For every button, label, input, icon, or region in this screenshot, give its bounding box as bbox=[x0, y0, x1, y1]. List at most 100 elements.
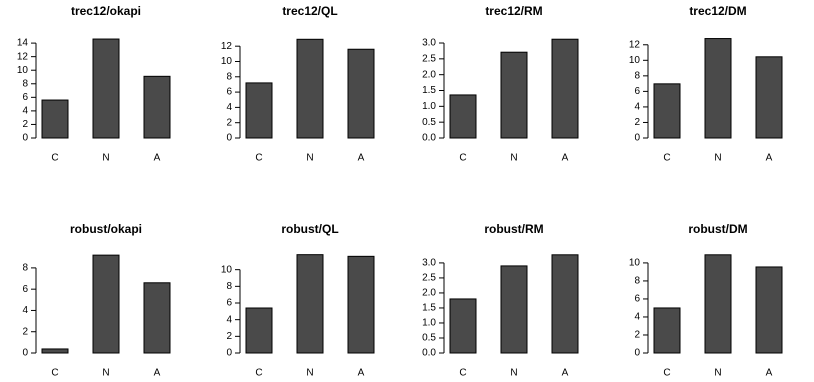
y-tick-label: 2 bbox=[634, 330, 640, 341]
x-tick-label: C bbox=[459, 153, 466, 164]
x-tick-label: A bbox=[766, 153, 773, 164]
y-tick-label: 6 bbox=[22, 284, 28, 295]
x-tick-label: A bbox=[562, 153, 569, 164]
y-tick-label: 6 bbox=[226, 87, 232, 98]
y-tick-label: 2.5 bbox=[422, 53, 436, 64]
y-tick-label: 0 bbox=[634, 133, 640, 144]
x-tick-label: C bbox=[663, 153, 670, 164]
y-tick-label: 0.0 bbox=[422, 348, 436, 359]
chart-title: robust/RM bbox=[484, 222, 543, 236]
y-tick-label: 8 bbox=[22, 78, 28, 89]
y-tick-label: 10 bbox=[629, 258, 641, 269]
y-tick-label: 2 bbox=[226, 331, 232, 342]
y-tick-label: 6 bbox=[634, 294, 640, 305]
y-tick-label: 4 bbox=[634, 102, 640, 113]
y-tick-label: 8 bbox=[634, 70, 640, 81]
x-tick-label: A bbox=[562, 368, 569, 379]
bar bbox=[41, 99, 69, 139]
y-tick-label: 10 bbox=[17, 65, 29, 76]
y-tick-label: 1.5 bbox=[422, 303, 436, 314]
x-tick-label: A bbox=[358, 153, 365, 164]
bar bbox=[41, 348, 69, 354]
x-tick-label: C bbox=[255, 153, 262, 164]
bar bbox=[296, 254, 324, 354]
bar bbox=[92, 38, 120, 139]
chart-title: trec12/RM bbox=[485, 4, 542, 18]
y-tick-label: 2 bbox=[22, 119, 28, 130]
y-tick-label: 2.5 bbox=[422, 273, 436, 284]
y-tick-label: 0 bbox=[226, 348, 232, 359]
bar bbox=[755, 266, 783, 354]
x-tick-label: C bbox=[663, 368, 670, 379]
bar bbox=[551, 254, 579, 354]
y-tick-label: 6 bbox=[634, 86, 640, 97]
bar bbox=[296, 38, 324, 139]
x-tick-label: A bbox=[766, 368, 773, 379]
y-tick-label: 12 bbox=[17, 51, 29, 62]
bar bbox=[500, 51, 528, 139]
chart-title: trec12/okapi bbox=[71, 4, 141, 18]
bar bbox=[449, 94, 477, 139]
y-tick-label: 0.5 bbox=[422, 117, 436, 128]
y-tick-label: 0 bbox=[226, 133, 232, 144]
bar bbox=[143, 282, 171, 354]
y-tick-label: 10 bbox=[221, 264, 233, 275]
x-tick-label: N bbox=[306, 153, 313, 164]
y-tick-label: 8 bbox=[226, 71, 232, 82]
x-tick-label: N bbox=[510, 153, 517, 164]
bar bbox=[551, 38, 579, 139]
y-tick-label: 6 bbox=[226, 298, 232, 309]
x-tick-label: N bbox=[306, 368, 313, 379]
bar bbox=[653, 83, 681, 139]
y-tick-label: 2 bbox=[634, 117, 640, 128]
y-tick-label: 4 bbox=[22, 106, 28, 117]
x-tick-label: A bbox=[154, 153, 161, 164]
chart-title: robust/QL bbox=[281, 222, 338, 236]
bar bbox=[92, 254, 120, 354]
x-tick-label: N bbox=[102, 368, 109, 379]
y-tick-label: 0 bbox=[22, 348, 28, 359]
y-tick-label: 0.5 bbox=[422, 333, 436, 344]
y-tick-label: 10 bbox=[221, 56, 233, 67]
y-tick-label: 8 bbox=[634, 276, 640, 287]
y-tick-label: 2.0 bbox=[422, 69, 436, 80]
x-tick-label: C bbox=[51, 368, 58, 379]
y-tick-label: 2 bbox=[22, 326, 28, 337]
chart-title: trec12/QL bbox=[282, 4, 337, 18]
chart-title: trec12/DM bbox=[689, 4, 746, 18]
x-tick-label: C bbox=[51, 153, 58, 164]
y-tick-label: 8 bbox=[22, 263, 28, 274]
bar bbox=[245, 82, 273, 139]
y-tick-label: 4 bbox=[634, 312, 640, 323]
y-tick-label: 2 bbox=[226, 117, 232, 128]
y-tick-label: 4 bbox=[226, 314, 232, 325]
bar bbox=[347, 48, 375, 139]
y-tick-label: 6 bbox=[22, 92, 28, 103]
bar bbox=[704, 38, 732, 139]
y-tick-label: 0 bbox=[634, 348, 640, 359]
x-tick-label: N bbox=[714, 153, 721, 164]
y-tick-label: 14 bbox=[17, 38, 29, 49]
x-tick-label: N bbox=[714, 368, 721, 379]
x-tick-label: C bbox=[255, 368, 262, 379]
y-tick-label: 3.0 bbox=[422, 38, 436, 49]
chart-title: robust/DM bbox=[688, 222, 747, 236]
y-tick-label: 2.0 bbox=[422, 288, 436, 299]
x-tick-label: C bbox=[459, 368, 466, 379]
y-tick-label: 4 bbox=[226, 102, 232, 113]
y-tick-label: 10 bbox=[629, 55, 641, 66]
x-tick-label: N bbox=[102, 153, 109, 164]
bar bbox=[449, 298, 477, 354]
y-tick-label: 1.5 bbox=[422, 85, 436, 96]
bar bbox=[245, 307, 273, 354]
bar bbox=[347, 255, 375, 354]
bar bbox=[500, 265, 528, 354]
y-tick-label: 1.0 bbox=[422, 101, 436, 112]
y-tick-label: 0.0 bbox=[422, 133, 436, 144]
y-tick-label: 0 bbox=[22, 133, 28, 144]
y-tick-label: 12 bbox=[629, 39, 641, 50]
y-tick-label: 8 bbox=[226, 281, 232, 292]
bar bbox=[704, 254, 732, 354]
y-tick-label: 1.0 bbox=[422, 318, 436, 329]
